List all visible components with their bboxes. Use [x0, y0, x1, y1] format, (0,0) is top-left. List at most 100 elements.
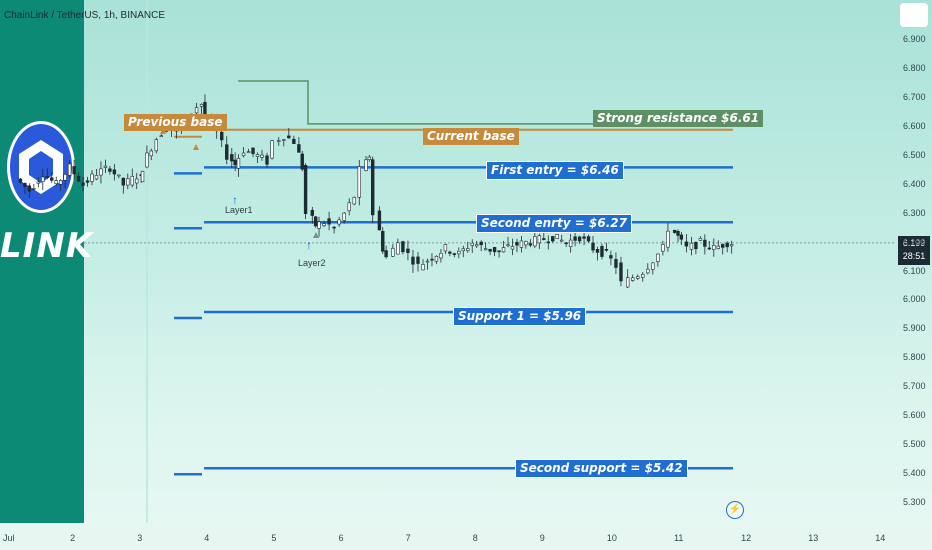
candle-up [130, 176, 134, 186]
candle-down [582, 236, 586, 239]
candle-down [108, 168, 112, 172]
time-tick-label: 3 [137, 533, 143, 543]
candle-up [154, 139, 158, 152]
candle-up [236, 158, 241, 169]
candle-up [425, 260, 430, 263]
time-tick-label: 7 [405, 533, 411, 543]
layer2-arrow-icon: ↑ [306, 238, 312, 252]
time-tick-label: 14 [875, 533, 886, 543]
candle-up [159, 135, 164, 138]
price-tick-label: 6.700 [903, 91, 926, 102]
candle-up [140, 171, 145, 183]
candle-down [515, 241, 519, 246]
candle-down [488, 248, 492, 252]
candle-down [72, 166, 76, 175]
candle-up [656, 253, 660, 262]
candle-down [448, 251, 452, 254]
candle-down [416, 256, 420, 264]
support-1-label: Support 1 = $5.96 [453, 307, 587, 326]
candle-up [555, 234, 559, 239]
candle-up [716, 245, 720, 249]
candle-up [698, 238, 703, 241]
candle-up [470, 242, 474, 246]
candle-up [651, 262, 655, 270]
candle-up [117, 174, 121, 177]
link-logo-panel: LINK [0, 0, 94, 523]
candle-up [194, 107, 199, 114]
candle-up [357, 166, 361, 198]
candle-up [466, 248, 470, 251]
layer1-label: Layer1 [225, 205, 253, 215]
price-tick-label: 6.800 [903, 62, 926, 73]
candle-up [364, 159, 368, 171]
candle-up [41, 176, 45, 183]
last-price-tag: 6.199 28:51 [898, 236, 930, 265]
candle-up [149, 150, 153, 157]
candle-down [551, 236, 555, 242]
lightning-icon[interactable]: ⚡ [726, 501, 744, 519]
first-entry-label: First entry = $6.46 [486, 161, 624, 180]
candle-down [577, 236, 582, 242]
link-logo-text: LINK [0, 226, 94, 266]
candle-up [568, 239, 573, 247]
candle-down [479, 241, 483, 246]
candle-down [45, 176, 49, 178]
candle-down [18, 178, 23, 183]
candle-down [721, 244, 725, 248]
candle-down [76, 175, 81, 182]
candle-down [528, 243, 533, 246]
candle-down [81, 182, 85, 186]
candle-up [342, 212, 346, 221]
candle-down [452, 253, 457, 255]
price-tick-label: 6.400 [903, 178, 926, 189]
candle-up [103, 165, 108, 168]
candle-down [85, 180, 90, 183]
candle-down [112, 169, 117, 175]
settings-button[interactable] [900, 3, 928, 27]
candle-down [600, 246, 604, 257]
chainlink-hexagon-icon [7, 121, 75, 213]
candle-up [352, 196, 356, 205]
time-tick-label: 9 [539, 533, 545, 543]
price-tick-label: 6.300 [903, 207, 926, 218]
candle-up [367, 156, 372, 160]
price-tick-label: 5.600 [903, 410, 926, 421]
candle-down [121, 177, 126, 186]
candle-down [679, 234, 684, 240]
candle-up [58, 180, 63, 185]
candle-down [684, 241, 689, 247]
candle-down [591, 242, 595, 251]
candle-down [401, 241, 405, 253]
candle-down [230, 154, 234, 162]
candle-down [546, 241, 550, 244]
candle-down [27, 185, 32, 192]
candle-up [421, 264, 425, 271]
chart-title: ChainLink / TetherUS, 1h, BINANCE [4, 10, 166, 21]
candle-down [542, 238, 546, 240]
price-tick-label: 5.500 [903, 439, 926, 450]
candle-down [707, 247, 712, 250]
price-plot[interactable] [0, 0, 896, 523]
candle-up [434, 256, 439, 262]
candle-up [474, 244, 479, 247]
time-tick-label: 11 [674, 533, 684, 543]
candle-up [524, 241, 528, 246]
price-tick-label: 6.600 [903, 120, 926, 131]
candle-up [625, 277, 630, 288]
candle-up [439, 253, 443, 259]
candle-down [377, 210, 382, 231]
candle-down [586, 236, 591, 242]
layer1-arrow-icon: ↑ [232, 193, 238, 207]
candle-up [533, 236, 537, 247]
candle-up [443, 244, 448, 252]
strong-resistance-label: Strong resistance $6.61 [593, 110, 764, 127]
candle-up [54, 180, 58, 184]
candle-down [370, 159, 375, 216]
candle-up [241, 152, 246, 157]
candle-down [573, 236, 577, 241]
time-tick-label: 8 [472, 533, 478, 543]
time-axis[interactable] [0, 523, 932, 550]
candle-down [564, 242, 568, 245]
previous-base-label: Previous base [124, 114, 227, 131]
